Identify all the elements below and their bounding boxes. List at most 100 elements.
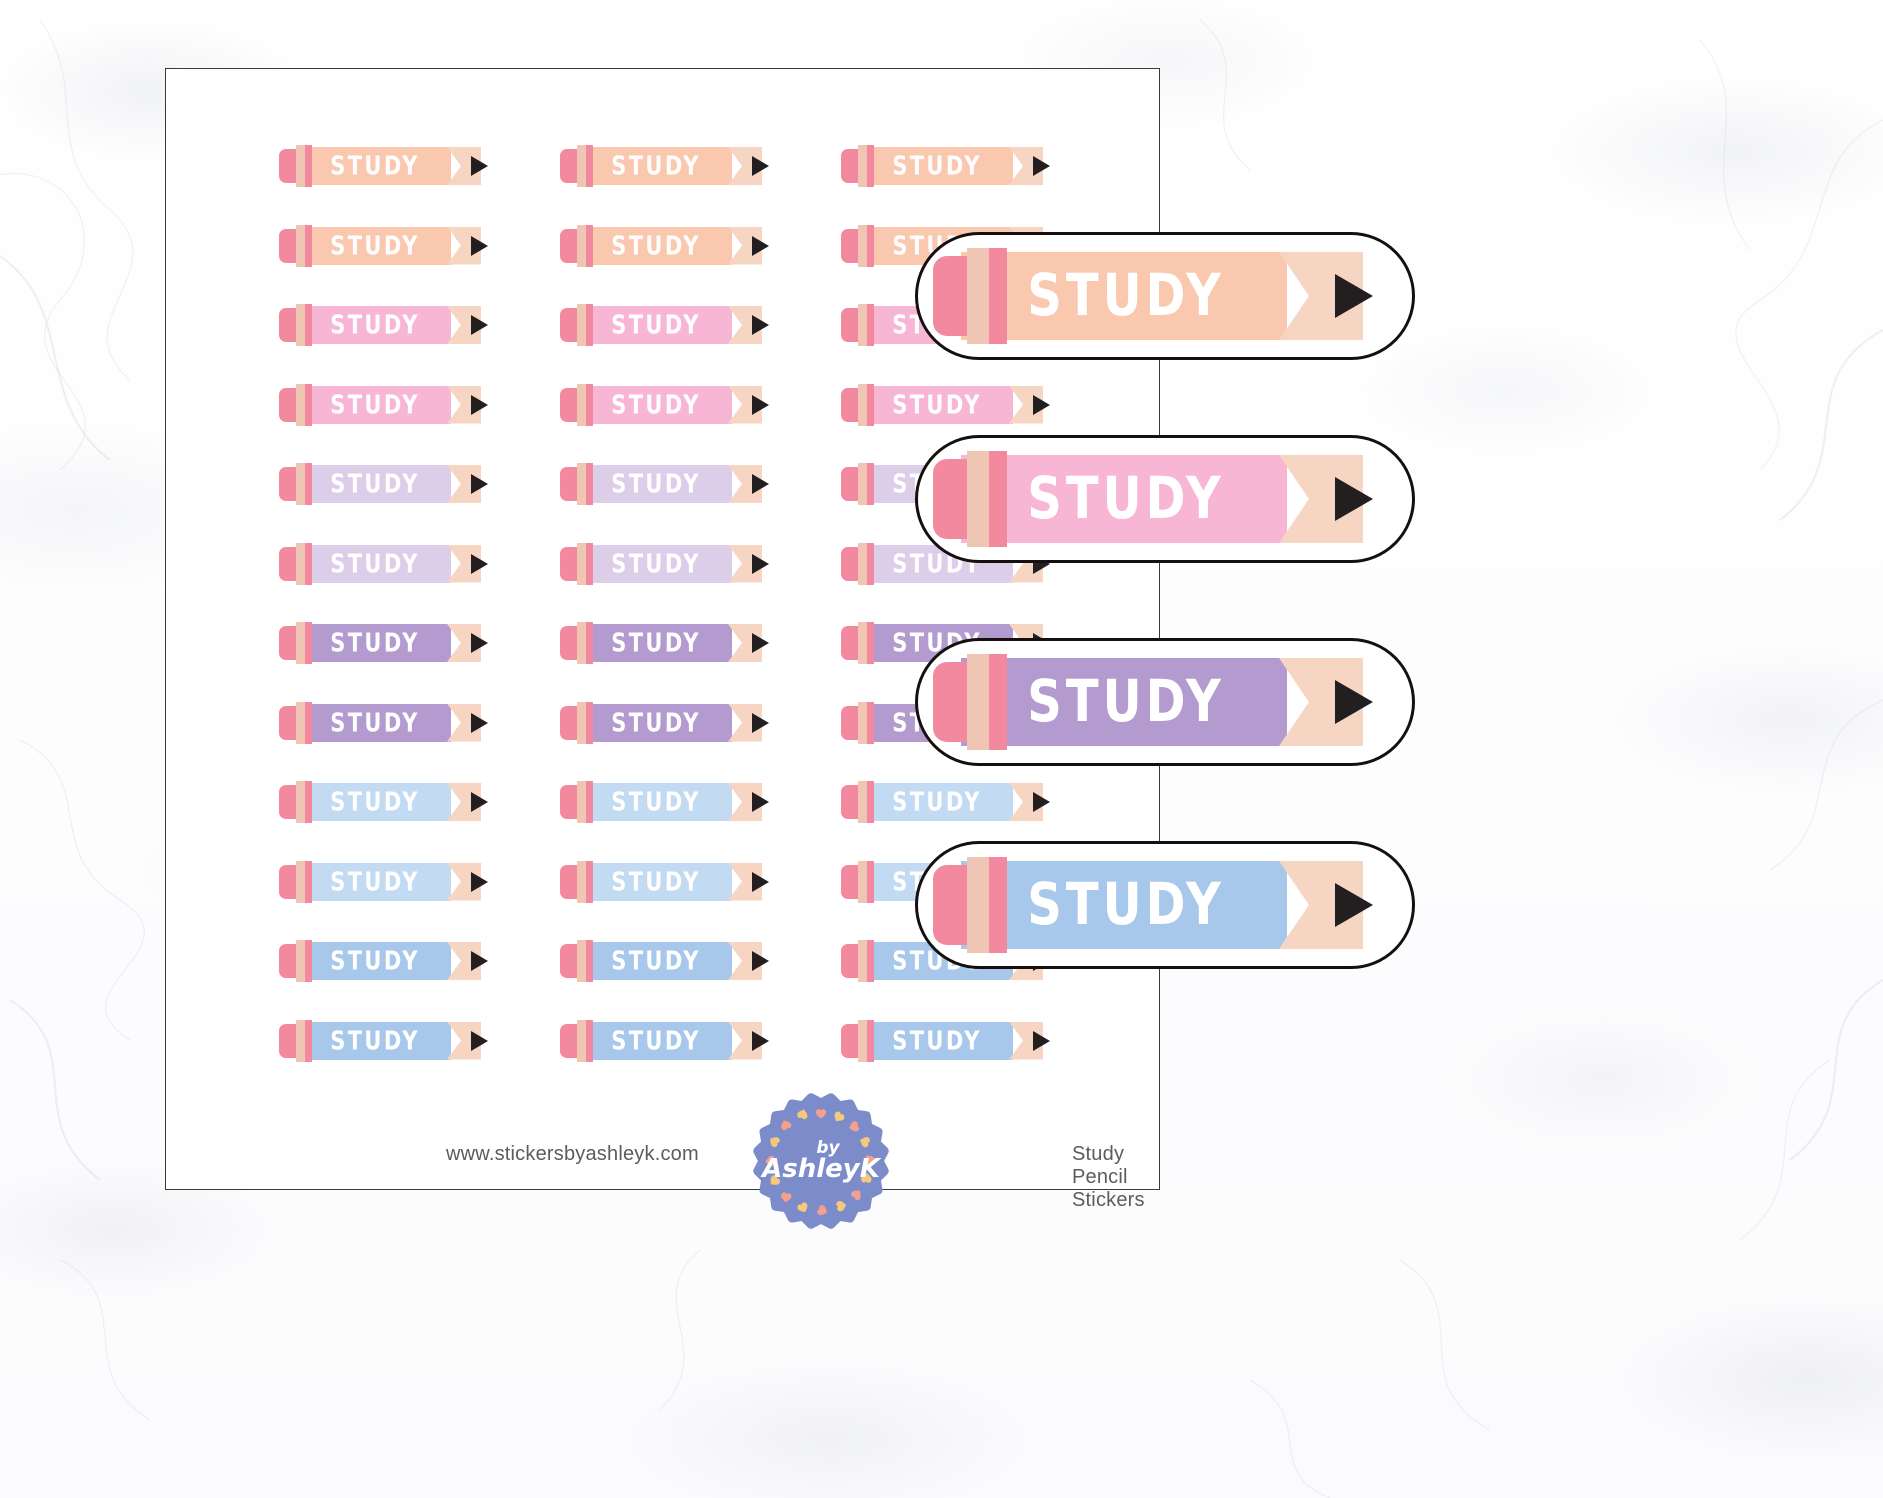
pencil-tip-icon bbox=[752, 792, 769, 812]
website-url[interactable]: www.stickersbyashleyk.com bbox=[446, 1143, 699, 1165]
pencil-band bbox=[305, 383, 312, 426]
pencil-sticker-r10-c2[interactable]: STUDY bbox=[556, 859, 774, 905]
pencil-eraser bbox=[841, 149, 863, 183]
pencil-eraser bbox=[279, 1023, 301, 1058]
pencil-sticker-r12-c1[interactable]: STUDY bbox=[275, 1018, 493, 1064]
pencil-ferrule bbox=[577, 463, 588, 505]
pencil-band bbox=[586, 860, 593, 903]
pencil-body bbox=[299, 226, 451, 265]
pencil-tip-icon bbox=[1033, 156, 1050, 176]
pencil-sticker-r2-c1[interactable]: STUDY bbox=[275, 223, 493, 269]
pencil-body bbox=[580, 306, 732, 344]
pencil-ferrule bbox=[296, 701, 307, 744]
pencil-sticker-r11-c1[interactable]: STUDY bbox=[275, 938, 493, 984]
pencil-sticker-r3-c1[interactable]: STUDY bbox=[275, 302, 493, 348]
pencil-body bbox=[299, 385, 451, 424]
pencil-tip-icon bbox=[471, 156, 488, 176]
pencil-sticker-r7-c2[interactable]: STUDY bbox=[556, 620, 774, 666]
pencil-sticker-r1-c1[interactable]: STUDY bbox=[275, 143, 493, 189]
pencil-band bbox=[867, 224, 874, 267]
pencil-body bbox=[299, 1021, 451, 1060]
pencil-sticker-r1-c2[interactable]: STUDY bbox=[556, 143, 774, 189]
pencil-label: STUDY bbox=[1027, 668, 1225, 736]
preview-pencil-sticker-blue[interactable]: STUDY bbox=[915, 841, 1415, 969]
pencil-sticker-r1-c3[interactable]: STUDY bbox=[837, 143, 1055, 189]
pencil-eraser bbox=[841, 228, 863, 263]
pencil-ferrule bbox=[858, 542, 869, 585]
pencil-eraser bbox=[560, 864, 582, 899]
preview-pencil-sticker-purple[interactable]: STUDY bbox=[915, 638, 1415, 766]
pencil-tip-icon bbox=[471, 712, 488, 733]
pencil-sticker-r6-c1[interactable]: STUDY bbox=[275, 541, 493, 587]
pencil-ferrule bbox=[858, 383, 869, 426]
pencil-band bbox=[867, 622, 874, 664]
pencil-ferrule bbox=[858, 463, 869, 505]
pencil-sticker-r5-c2[interactable]: STUDY bbox=[556, 461, 774, 507]
pencil-tip-icon bbox=[752, 474, 769, 494]
pencil-ferrule bbox=[296, 781, 307, 823]
pencil-label: STUDY bbox=[611, 1025, 701, 1056]
pencil-sticker-r4-c2[interactable]: STUDY bbox=[556, 382, 774, 428]
pencil-ferrule bbox=[577, 622, 588, 664]
pencil-tip-icon bbox=[1335, 883, 1373, 927]
pencil-tip-icon bbox=[471, 394, 488, 415]
preview-pencil-sticker-peach[interactable]: STUDY bbox=[915, 232, 1415, 360]
pencil-sticker-r6-c2[interactable]: STUDY bbox=[556, 541, 774, 587]
pencil-sticker-r7-c1[interactable]: STUDY bbox=[275, 620, 493, 666]
pencil-tip-icon bbox=[1335, 680, 1373, 724]
pencil-eraser bbox=[560, 944, 582, 978]
pencil-body bbox=[299, 942, 451, 980]
pencil-body bbox=[580, 385, 732, 424]
pencil-sticker-r9-c2[interactable]: STUDY bbox=[556, 779, 774, 825]
heart-icon bbox=[817, 1205, 827, 1216]
pencil-band bbox=[867, 781, 874, 823]
pencil-sticker-r3-c2[interactable]: STUDY bbox=[556, 302, 774, 348]
pencil-sticker-r5-c1[interactable]: STUDY bbox=[275, 461, 493, 507]
pencil-sticker-r10-c1[interactable]: STUDY bbox=[275, 859, 493, 905]
pencil-body bbox=[580, 147, 732, 185]
pencil-band bbox=[305, 463, 312, 505]
pencil-band bbox=[305, 224, 312, 267]
pencil-tip-icon bbox=[752, 315, 769, 335]
pencil-sticker-r12-c2[interactable]: STUDY bbox=[556, 1018, 774, 1064]
pencil-sticker-r4-c3[interactable]: STUDY bbox=[837, 382, 1055, 428]
pencil-band bbox=[867, 383, 874, 426]
pencil-ferrule bbox=[296, 860, 307, 903]
pencil-label: STUDY bbox=[611, 787, 701, 817]
pencil-label: STUDY bbox=[611, 866, 701, 897]
pencil-eraser bbox=[560, 785, 582, 819]
pencil-tip-icon bbox=[471, 553, 488, 574]
pencil-sticker-r8-c1[interactable]: STUDY bbox=[275, 700, 493, 746]
pencil-body bbox=[861, 385, 1013, 424]
pencil-band bbox=[989, 451, 1007, 547]
pencil-tip-icon bbox=[471, 315, 488, 335]
pencil-eraser bbox=[560, 1023, 582, 1058]
pencil-ferrule bbox=[577, 304, 588, 346]
pencil-body bbox=[580, 226, 732, 265]
pencil-eraser bbox=[841, 467, 863, 501]
pencil-sticker-r12-c3[interactable]: STUDY bbox=[837, 1018, 1055, 1064]
pencil-sticker-r8-c2[interactable]: STUDY bbox=[556, 700, 774, 746]
pencil-ferrule bbox=[858, 1019, 869, 1062]
heart-icon bbox=[781, 1120, 792, 1131]
pencil-ferrule bbox=[296, 224, 307, 267]
pencil-ferrule bbox=[858, 145, 869, 187]
pencil-sticker-r4-c1[interactable]: STUDY bbox=[275, 382, 493, 428]
pencil-sticker-r2-c2[interactable]: STUDY bbox=[556, 223, 774, 269]
pencil-tip-icon bbox=[471, 235, 488, 256]
pencil-ferrule bbox=[577, 701, 588, 744]
heart-icon bbox=[815, 1109, 827, 1119]
pencil-label: STUDY bbox=[611, 230, 701, 261]
pencil-band bbox=[305, 145, 312, 187]
pencil-sticker-r9-c1[interactable]: STUDY bbox=[275, 779, 493, 825]
pencil-label: STUDY bbox=[892, 1025, 982, 1056]
pencil-body bbox=[299, 703, 451, 742]
pencil-tip-icon bbox=[1033, 792, 1050, 812]
pencil-sticker-r11-c2[interactable]: STUDY bbox=[556, 938, 774, 984]
pencil-label: STUDY bbox=[330, 866, 420, 897]
pencil-sticker-r9-c3[interactable]: STUDY bbox=[837, 779, 1055, 825]
preview-pencil-sticker-pink[interactable]: STUDY bbox=[915, 435, 1415, 563]
pencil-tip-icon bbox=[471, 871, 488, 892]
pencil-eraser bbox=[560, 705, 582, 740]
pencil-ferrule bbox=[296, 383, 307, 426]
